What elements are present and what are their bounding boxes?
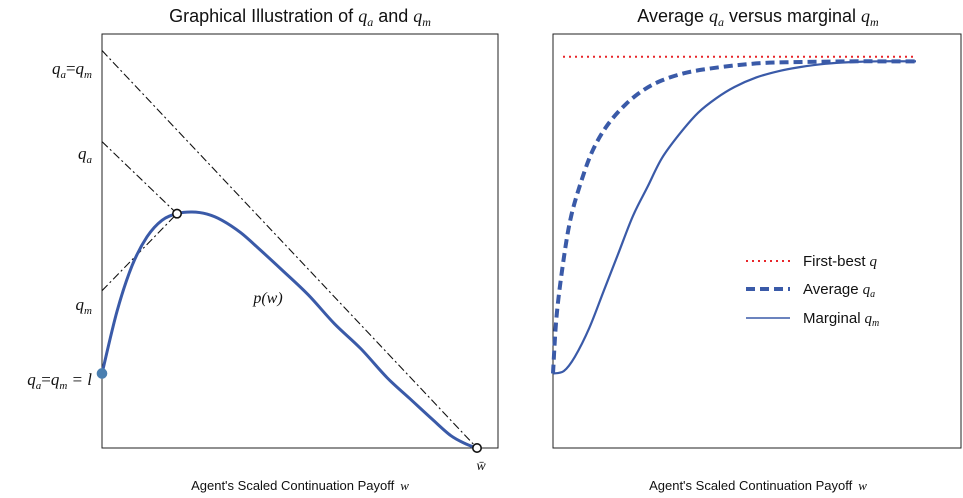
right-chart: Average qa versus marginal qm First-best… (551, 6, 962, 493)
left-series-group (100, 210, 479, 450)
left-ytick-qa: qa (78, 144, 93, 166)
left-plot-frame (101, 33, 499, 449)
left-ytick-qm: qm (76, 295, 93, 317)
open-point-marker-2 (172, 208, 183, 219)
legend-item-marginal: Marginal qm (746, 310, 879, 329)
right-plot-frame (552, 33, 962, 449)
legend-label-average: Average qa (803, 281, 875, 300)
left-ytick-qa-eq-qm: qa=qm (52, 59, 92, 81)
curve-label-p-of-w: p(w) (252, 290, 282, 307)
legend-item-average: Average qa (746, 281, 875, 300)
open-point-marker-3 (471, 442, 482, 453)
right-series-group (551, 55, 917, 375)
left-markers-group (96, 208, 482, 453)
series-line-p-w (100, 210, 479, 450)
legend: First-best q Average qa Marginal qm (746, 253, 879, 329)
filled-point-marker-1 (96, 368, 108, 379)
left-chart: Graphical Illustration of qa and qm qa=q… (27, 6, 499, 493)
tangent-line-2 (101, 141, 178, 215)
left-chart-title: Graphical Illustration of qa and qm (169, 6, 431, 29)
right-xlabel: Agent's Scaled Continuation Payoff w (649, 478, 867, 493)
tangent-line-3 (101, 50, 478, 449)
legend-item-first-best: First-best q (746, 253, 878, 270)
left-tangent-lines (101, 50, 478, 449)
legend-label-first-best: First-best q (803, 253, 878, 270)
right-chart-title: Average qa versus marginal qm (637, 6, 879, 29)
left-ytick-qa-eq-qm-eq-l: qa=qm = l (27, 370, 92, 392)
series-line-average (551, 59, 916, 374)
left-xtick-wbar: w̄ (476, 459, 486, 474)
legend-label-marginal: Marginal qm (803, 310, 879, 329)
left-xlabel: Agent's Scaled Continuation Payoff w (191, 478, 409, 493)
series-line-marginal (552, 60, 917, 375)
